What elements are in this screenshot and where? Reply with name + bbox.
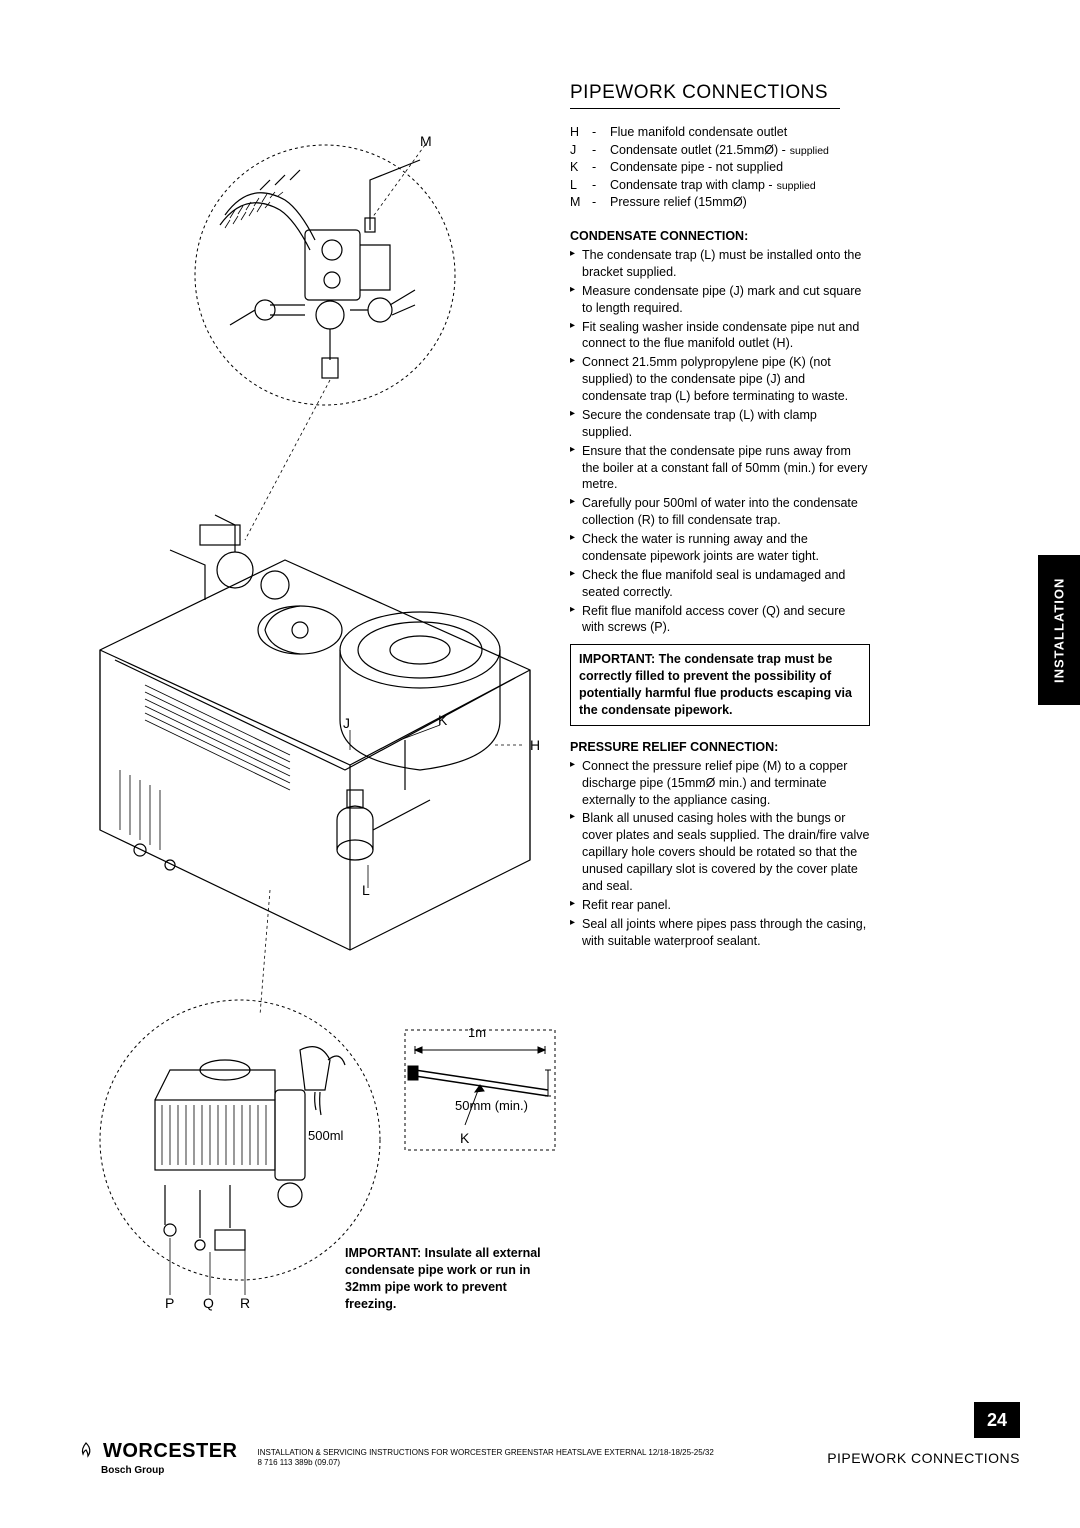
bullet-item: Connect 21.5mm polypropylene pipe (K) (n… [570,354,870,405]
bullet-item: Check the flue manifold seal is undamage… [570,567,870,601]
label-q: Q [203,1295,214,1311]
legend-row: L-Condensate trap with clamp -supplied [570,177,829,195]
legend-row: J-Condensate outlet (21.5mmØ) -supplied [570,142,829,160]
insulate-note: IMPORTANT: Insulate all external condens… [345,1245,555,1313]
bullet-item: Measure condensate pipe (J) mark and cut… [570,283,870,317]
legend-row: H-Flue manifold condensate outlet [570,124,829,142]
important-box: IMPORTANT: The condensate trap must be c… [570,644,870,726]
logo-word: WORCESTER [103,1440,238,1463]
page-title: PIPEWORK CONNECTIONS [570,82,828,104]
footer-section-title: PIPEWORK CONNECTIONS [827,1450,1020,1466]
bullet-item: Carefully pour 500ml of water into the c… [570,495,870,529]
bullet-item: Blank all unused casing holes with the b… [570,810,870,894]
footer: WORCESTER Bosch Group INSTALLATION & SER… [0,1428,1080,1488]
label-k2: K [460,1130,469,1146]
title-underline [570,108,840,109]
condensate-bullets: The condensate trap (L) must be installe… [570,247,870,636]
label-p: P [165,1295,174,1311]
bullet-item: Secure the condensate trap (L) with clam… [570,407,870,441]
bullet-item: Check the water is running away and the … [570,531,870,565]
bullet-item: Connect the pressure relief pipe (M) to … [570,758,870,809]
pressure-bullets: Connect the pressure relief pipe (M) to … [570,758,870,950]
footer-text: INSTALLATION & SERVICING INSTRUCTIONS FO… [258,1448,828,1469]
right-column: CONDENSATE CONNECTION: The condensate tr… [570,215,870,951]
label-m: M [420,133,432,149]
bullet-item: Seal all joints where pipes pass through… [570,916,870,950]
logo-sub: Bosch Group [101,1465,238,1476]
technical-diagram: M J K H L 1m 50mm (min.) K 500ml P Q R [70,130,560,1310]
bullet-item: Refit rear panel. [570,897,870,914]
legend-row: K-Condensate pipe - not supplied [570,159,829,177]
flame-icon [75,1441,97,1463]
label-k1: K [438,712,447,728]
section-tab: INSTALLATION [1038,555,1080,705]
bullet-item: The condensate trap (L) must be installe… [570,247,870,281]
label-j: J [343,715,350,731]
label-500ml: 500ml [308,1128,343,1143]
brand-logo: WORCESTER Bosch Group [75,1440,238,1476]
bullet-item: Refit flue manifold access cover (Q) and… [570,603,870,637]
label-1m: 1m [468,1025,486,1040]
legend-list: H-Flue manifold condensate outletJ-Conde… [570,124,829,212]
label-h: H [530,737,540,753]
legend-row: M-Pressure relief (15mmØ) [570,194,829,212]
condensate-heading: CONDENSATE CONNECTION: [570,229,870,243]
pressure-heading: PRESSURE RELIEF CONNECTION: [570,740,870,754]
bullet-item: Fit sealing washer inside condensate pip… [570,319,870,353]
label-r: R [240,1295,250,1311]
label-l: L [362,882,370,898]
label-50mm: 50mm (min.) [455,1098,528,1113]
bullet-item: Ensure that the condensate pipe runs awa… [570,443,870,494]
